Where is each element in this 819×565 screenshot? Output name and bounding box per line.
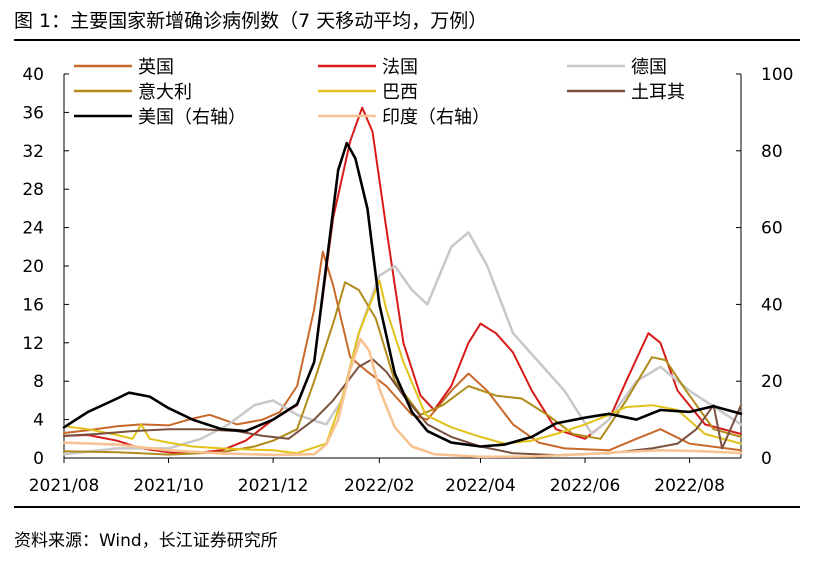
- chart-title: 图 1：主要国家新增确诊病例数（7 天移动平均，万例）: [14, 10, 488, 32]
- x-tick-label: 2022/06: [550, 476, 621, 496]
- y-tick-label-left: 28: [22, 180, 44, 200]
- series-lines: [62, 106, 743, 459]
- legend-label: 英国: [138, 57, 174, 78]
- series-line-2: [63, 106, 742, 455]
- series-line-1: [63, 250, 742, 452]
- y-tick-label-right: 20: [761, 372, 783, 392]
- y-tick-label-left: 8: [33, 372, 44, 392]
- legend-label: 意大利: [138, 82, 192, 103]
- series-line-7: [62, 141, 743, 448]
- y-tick-label-right: 60: [761, 219, 783, 239]
- y-tick-label-left: 36: [22, 103, 44, 123]
- legend-label: 德国: [631, 57, 667, 78]
- legend-label: 巴西: [382, 82, 418, 103]
- y-tick-label-left: 20: [22, 257, 44, 277]
- x-tick-label: 2021/08: [29, 476, 100, 496]
- plot-frame: [63, 74, 742, 459]
- y-axis-right: 0 20 40 60 80 100: [736, 65, 793, 469]
- x-tick-label: 2022/08: [654, 476, 725, 496]
- title-divider: [14, 39, 800, 41]
- series-line-5: [63, 279, 742, 455]
- series-line-8: [62, 337, 743, 459]
- legend-label: 美国（右轴）: [138, 107, 246, 128]
- legend-label: 土耳其: [631, 82, 685, 103]
- legend-label: 印度（右轴）: [382, 107, 490, 128]
- x-axis: 2021/08 2021/10 2021/12 2022/02 2022/04 2022/…: [29, 458, 725, 496]
- y-tick-label-left: 12: [22, 334, 44, 354]
- x-tick-label: 2021/10: [133, 476, 204, 496]
- y-tick-label-right: 80: [761, 142, 783, 162]
- y-tick-label-right: 40: [761, 295, 783, 315]
- series-line-3: [62, 231, 743, 456]
- x-tick-label: 2022/04: [445, 476, 516, 496]
- footer-divider: [14, 506, 800, 508]
- source-note: 资料来源：Wind，长江证券研究所: [14, 531, 278, 551]
- y-tick-label-right: 100: [761, 65, 793, 85]
- x-tick-label: 2021/12: [238, 476, 309, 496]
- y-axis-left: 0 4 8 12 16 20 24 28 32 36 40: [22, 65, 69, 469]
- y-tick-label-right: 0: [761, 449, 772, 469]
- x-tick-label: 2022/02: [344, 476, 415, 496]
- y-tick-label-left: 40: [22, 65, 44, 85]
- y-tick-label-left: 0: [33, 449, 44, 469]
- y-tick-label-left: 4: [33, 411, 44, 431]
- series-line-6: [63, 358, 742, 457]
- y-tick-label-left: 32: [22, 142, 44, 162]
- legend-label: 法国: [382, 57, 418, 78]
- y-tick-label-left: 24: [22, 219, 44, 239]
- y-tick-label-left: 16: [22, 295, 44, 315]
